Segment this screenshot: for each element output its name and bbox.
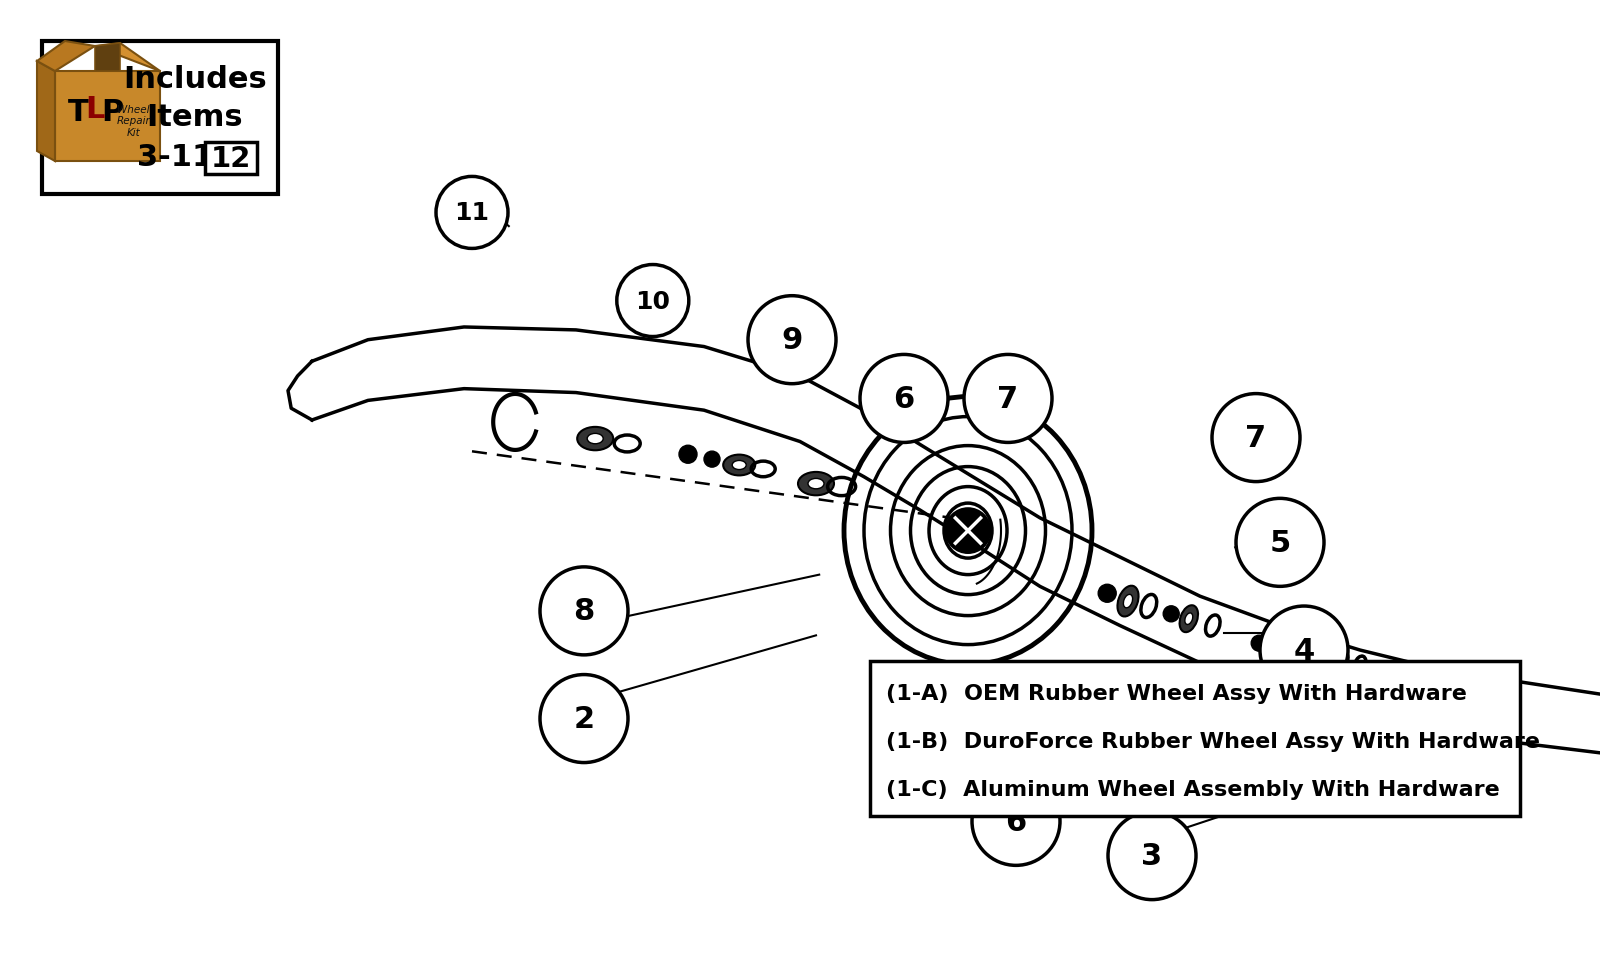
Text: Includes: Includes (123, 66, 267, 95)
Ellipse shape (798, 472, 834, 496)
Circle shape (541, 567, 627, 655)
FancyBboxPatch shape (42, 42, 278, 195)
Text: 12: 12 (211, 145, 251, 173)
Text: 8: 8 (573, 597, 595, 626)
Text: 11: 11 (454, 201, 490, 225)
Circle shape (1163, 606, 1179, 622)
Circle shape (1235, 499, 1325, 587)
Circle shape (749, 296, 835, 384)
FancyBboxPatch shape (205, 143, 258, 175)
Circle shape (704, 452, 720, 467)
Text: 7: 7 (1245, 423, 1267, 453)
Ellipse shape (808, 479, 824, 489)
Text: (1-B)  DuroForce Rubber Wheel Assy With Hardware: (1-B) DuroForce Rubber Wheel Assy With H… (886, 732, 1539, 751)
Circle shape (946, 510, 990, 553)
Polygon shape (94, 44, 120, 72)
Circle shape (1098, 585, 1117, 602)
Text: Items: Items (147, 104, 243, 132)
Circle shape (1107, 812, 1197, 900)
Ellipse shape (1123, 595, 1133, 608)
Polygon shape (37, 42, 94, 72)
Text: P: P (102, 98, 123, 127)
Circle shape (616, 265, 688, 337)
Ellipse shape (1179, 605, 1198, 633)
Text: T: T (67, 98, 88, 127)
Polygon shape (94, 44, 160, 72)
Text: 9: 9 (781, 326, 803, 355)
Polygon shape (54, 72, 160, 161)
Ellipse shape (578, 427, 613, 451)
Circle shape (973, 778, 1059, 866)
Circle shape (861, 355, 947, 443)
Text: 6: 6 (893, 384, 915, 414)
Text: Wheel
Repair
Kit: Wheel Repair Kit (117, 105, 150, 138)
Ellipse shape (723, 455, 755, 476)
Ellipse shape (587, 434, 603, 444)
Ellipse shape (1338, 657, 1344, 667)
Circle shape (1315, 650, 1328, 664)
Circle shape (678, 446, 698, 464)
Ellipse shape (1186, 613, 1192, 625)
Text: 5: 5 (1269, 528, 1291, 557)
Text: 10: 10 (635, 289, 670, 313)
Circle shape (963, 355, 1053, 443)
Circle shape (435, 177, 509, 249)
Text: L: L (85, 95, 104, 124)
Text: 2: 2 (573, 704, 595, 734)
Text: 3: 3 (1141, 841, 1163, 870)
Circle shape (541, 675, 627, 763)
Text: 3-11: 3-11 (138, 144, 213, 172)
Ellipse shape (1333, 650, 1349, 674)
Text: 6: 6 (1005, 807, 1027, 836)
FancyBboxPatch shape (870, 661, 1520, 817)
Text: 4: 4 (1293, 636, 1315, 665)
Text: 7: 7 (997, 384, 1019, 414)
Circle shape (1261, 606, 1347, 694)
Text: (1-A)  OEM Rubber Wheel Assy With Hardware: (1-A) OEM Rubber Wheel Assy With Hardwar… (886, 684, 1467, 703)
Ellipse shape (733, 461, 746, 470)
Ellipse shape (1277, 644, 1283, 653)
Polygon shape (37, 62, 54, 161)
Text: (1-C)  Aluminum Wheel Assembly With Hardware: (1-C) Aluminum Wheel Assembly With Hardw… (886, 779, 1499, 799)
Ellipse shape (1117, 586, 1139, 617)
Ellipse shape (1272, 636, 1288, 661)
Circle shape (1251, 636, 1267, 651)
Circle shape (1213, 394, 1299, 482)
